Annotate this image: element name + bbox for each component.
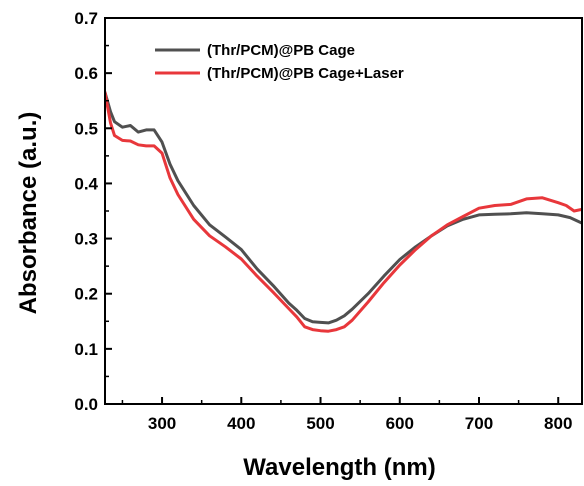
series-line-1: [105, 90, 582, 325]
x-axis-title: Wavelength (nm): [243, 454, 435, 481]
series-line-2: [105, 90, 582, 333]
legend: (Thr/PCM)@PB Cage (Thr/PCM)@PB Cage+Laser: [155, 42, 404, 82]
x-tick-label: 400: [227, 414, 255, 433]
x-tick-label: 600: [386, 414, 414, 433]
y-tick-label: 0.0: [74, 395, 98, 414]
y-tick-label: 0.3: [74, 230, 98, 249]
y-tick-label: 0.5: [74, 119, 98, 138]
x-tick-label: 500: [306, 414, 334, 433]
x-tick-label: 800: [544, 414, 572, 433]
ticks-layer: 300 400 500 600 700 800 0.0 0.1 0.2 0.3 0.4 0.5 0.6 0…: [74, 9, 572, 433]
x-tick-label: 700: [465, 414, 493, 433]
y-tick-label: 0.6: [74, 64, 98, 83]
legend-label-2: (Thr/PCM)@PB Cage+Laser: [207, 65, 404, 82]
x-tick-label: 300: [148, 414, 176, 433]
y-tick-label: 0.4: [74, 174, 98, 193]
y-tick-label: 0.2: [74, 285, 98, 304]
y-tick-label: 0.7: [74, 9, 98, 28]
legend-label-1: (Thr/PCM)@PB Cage: [207, 42, 355, 59]
y-tick-label: 0.1: [74, 340, 98, 359]
curves-layer: [105, 90, 582, 333]
y-axis-title: Absorbance (a.u.): [15, 112, 42, 315]
